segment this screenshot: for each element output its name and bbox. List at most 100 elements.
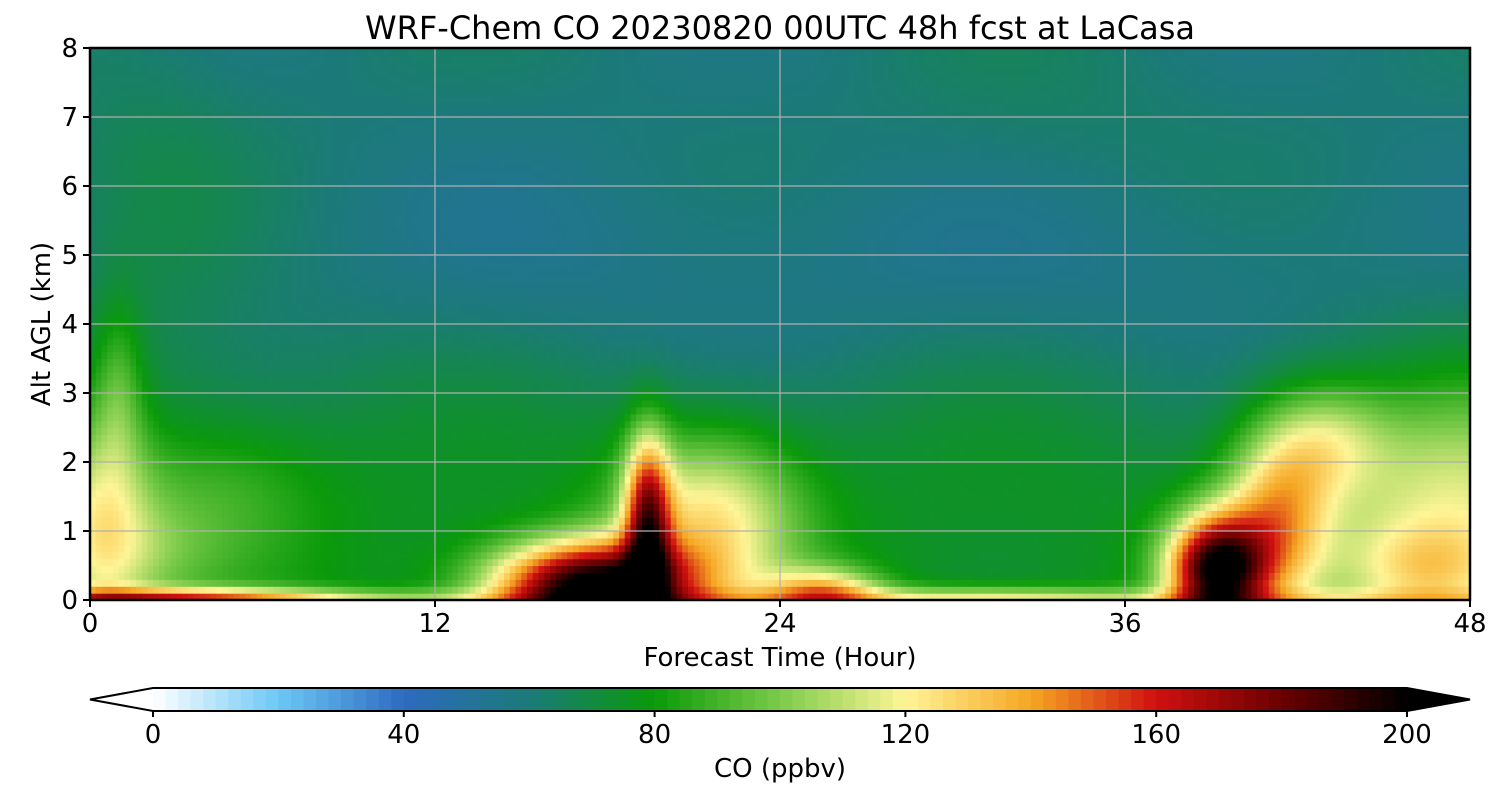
heat-cell <box>164 68 172 77</box>
heat-cell <box>159 351 166 360</box>
heat-cell <box>389 289 396 297</box>
heat-cell <box>291 96 298 104</box>
heat-cell <box>136 475 143 484</box>
heat-cell <box>377 406 384 415</box>
heat-cell <box>187 351 195 360</box>
heat-cell <box>302 386 310 394</box>
heat-cell <box>187 117 195 125</box>
heat-cell <box>205 103 212 111</box>
heat-cell <box>297 441 304 449</box>
heat-cell <box>400 544 407 553</box>
heat-cell <box>331 579 338 587</box>
heat-cell <box>354 220 361 228</box>
heat-cell <box>147 282 154 291</box>
heat-cell <box>245 399 252 408</box>
heat-cell <box>343 448 350 456</box>
heat-cell <box>187 572 195 580</box>
heat-cell <box>268 420 275 429</box>
heat-cell <box>343 537 350 546</box>
heat-cell <box>343 524 350 532</box>
heat-cell <box>412 503 419 511</box>
heat-cell <box>314 165 321 173</box>
heat-cell <box>337 255 344 263</box>
heat-cell <box>406 351 413 360</box>
heat-cell <box>205 255 212 263</box>
heat-cell <box>308 75 315 84</box>
heat-cell <box>285 531 292 539</box>
heat-cell <box>136 206 143 215</box>
heat-cell <box>360 586 367 594</box>
heat-cell <box>389 393 396 401</box>
heat-cell <box>187 75 195 84</box>
heat-cell <box>101 137 108 146</box>
heat-cell <box>440 358 448 366</box>
heat-cell <box>107 406 114 415</box>
heat-cell <box>113 248 120 256</box>
heat-cell <box>285 103 292 111</box>
heat-cell <box>354 110 361 118</box>
heat-cell <box>435 586 442 594</box>
heat-cell <box>354 241 361 249</box>
heat-cell <box>90 220 97 228</box>
heat-cell <box>297 531 304 539</box>
heat-cell <box>176 524 183 532</box>
heat-cell <box>394 192 402 201</box>
heat-cell <box>147 75 154 84</box>
heat-cell <box>193 310 200 318</box>
heat-cell <box>268 337 275 346</box>
heat-cell <box>210 317 218 325</box>
heat-cell <box>153 137 160 146</box>
heat-cell <box>394 386 402 394</box>
heat-cell <box>199 413 206 422</box>
heat-cell <box>210 61 218 70</box>
heat-cell <box>285 455 292 463</box>
heat-cell <box>193 192 200 201</box>
heat-cell <box>193 365 200 373</box>
heat-cell <box>325 48 333 56</box>
heat-cell <box>440 261 448 270</box>
heat-cell <box>222 48 229 56</box>
heat-cell <box>251 48 258 56</box>
heat-cell <box>337 117 344 125</box>
heat-cell <box>182 275 189 284</box>
heat-cell <box>95 103 103 111</box>
heat-cell <box>320 255 327 263</box>
heat-cell <box>245 123 252 132</box>
heat-cell <box>417 503 425 511</box>
heat-cell <box>107 82 114 90</box>
heat-cell <box>216 475 223 484</box>
heat-cell <box>147 448 154 456</box>
heat-cell <box>256 510 264 518</box>
heat-cell <box>348 213 356 222</box>
heat-cell <box>101 82 108 90</box>
heat-cell <box>164 441 172 449</box>
heat-cell <box>285 179 292 187</box>
heat-cell <box>251 330 258 339</box>
heat-cell <box>331 427 338 435</box>
heat-cell <box>153 158 160 166</box>
heat-cell <box>337 475 344 484</box>
heat-cell <box>239 241 246 249</box>
heat-cell <box>308 234 315 242</box>
heat-cell <box>182 241 189 249</box>
heat-cell <box>210 537 218 546</box>
heat-cell <box>124 110 131 118</box>
heat-cell <box>371 344 379 353</box>
heat-cell <box>199 324 206 332</box>
heat-cell <box>101 248 108 256</box>
heat-cell <box>228 344 235 353</box>
heat-cell <box>118 372 126 380</box>
heat-cell <box>262 510 269 518</box>
heat-cell <box>159 296 166 304</box>
heat-cell <box>343 282 350 291</box>
heat-cell <box>141 510 149 518</box>
heat-cell <box>377 110 384 118</box>
heat-cell <box>268 130 275 139</box>
heat-cell <box>383 413 390 422</box>
heat-cell <box>423 593 430 600</box>
heat-cell <box>371 586 379 594</box>
heat-cell <box>193 475 200 484</box>
heat-cell <box>429 103 436 111</box>
heat-cell <box>216 448 223 456</box>
heat-cell <box>182 503 189 511</box>
